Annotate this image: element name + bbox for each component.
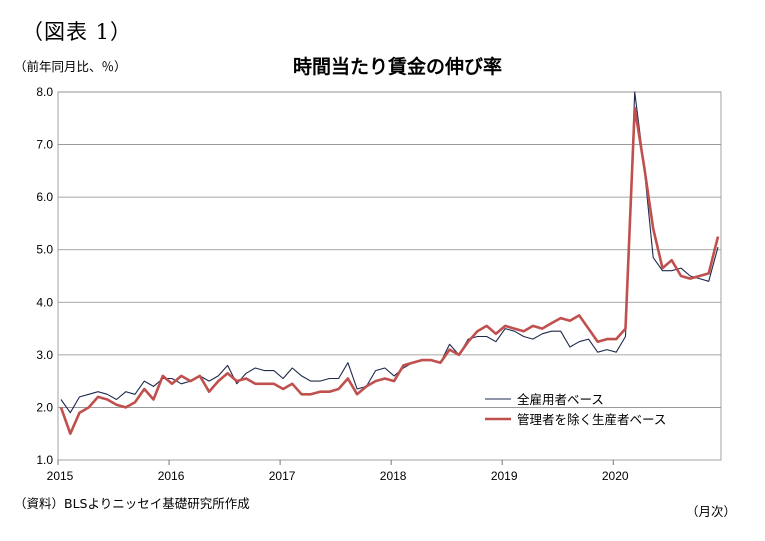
x-tick-label: 2019 — [491, 469, 518, 483]
y-tick-label: 8.0 — [36, 85, 53, 99]
legend-label-1: 全雇用者ベース — [517, 392, 604, 407]
y-tick-label: 2.0 — [36, 400, 53, 414]
unit-label: （前年同月比、％） — [14, 59, 127, 74]
plot-frame — [57, 91, 722, 461]
y-tick-label: 4.0 — [36, 295, 53, 309]
x-axis-ticks: 2015 2016 2017 2018 2019 2020 — [47, 460, 629, 483]
x-tick-label: 2020 — [602, 469, 629, 483]
y-tick-label: 5.0 — [36, 243, 53, 257]
y-tick-label: 1.0 — [36, 453, 53, 467]
source-label: （資料）BLSよりニッセイ基礎研究所作成 — [14, 496, 250, 511]
chart-title: 時間当たり賃金の伸び率 — [292, 56, 502, 78]
y-tick-label: 7.0 — [36, 138, 53, 152]
y-axis-ticks: 1.0 2.0 3.0 4.0 5.0 6.0 7.0 8.0 — [36, 85, 53, 467]
y-tick-label: 3.0 — [36, 348, 53, 362]
series-line-1 — [60, 91, 719, 414]
x-tick-label: 2018 — [380, 469, 407, 483]
x-tick-label: 2017 — [269, 469, 296, 483]
series-group — [59, 91, 720, 436]
x-unit-label: （月次） — [686, 504, 737, 519]
x-tick-label: 2015 — [47, 469, 74, 483]
series-line-2 — [59, 106, 720, 436]
x-tick-label: 2016 — [158, 469, 185, 483]
y-tick-label: 6.0 — [36, 190, 53, 204]
grid-lines — [57, 91, 722, 461]
legend-label-2: 管理者を除く生産者ベース — [517, 412, 666, 427]
figure-label: （図表 1） — [22, 20, 133, 44]
